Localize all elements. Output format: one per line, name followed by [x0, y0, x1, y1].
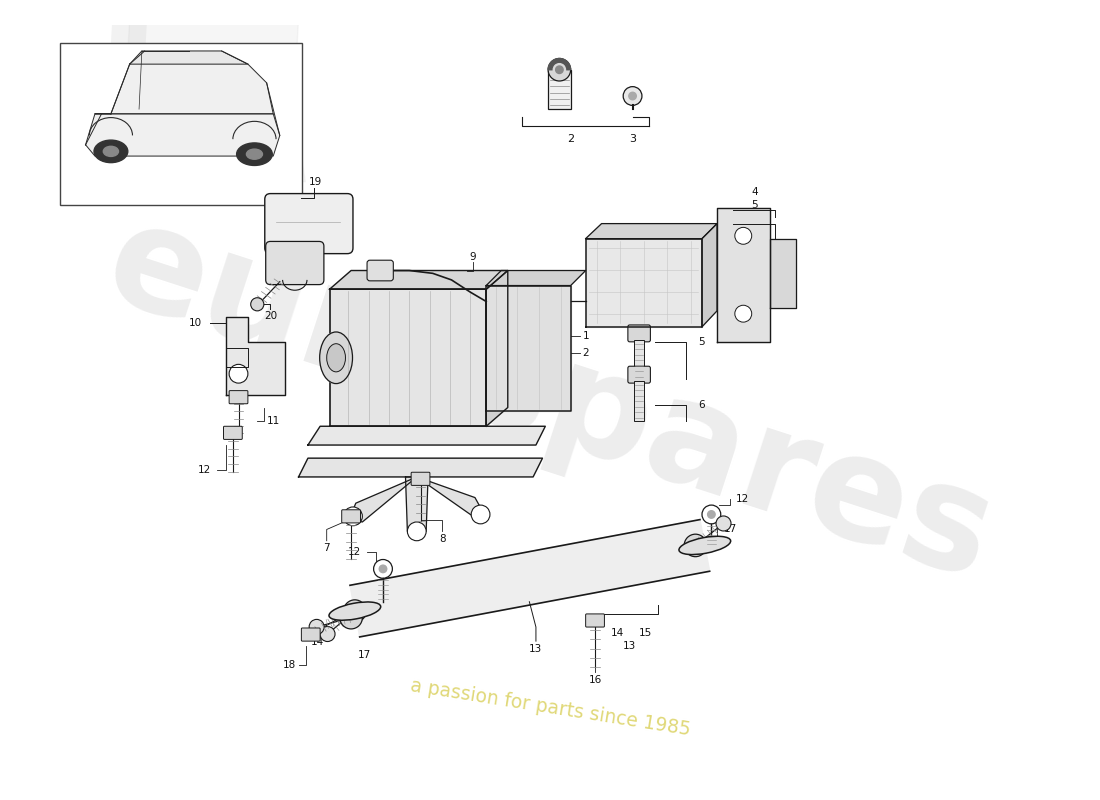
Bar [635, 340, 643, 379]
Circle shape [229, 364, 248, 383]
Polygon shape [486, 286, 571, 411]
Text: 12: 12 [736, 494, 749, 503]
Polygon shape [86, 114, 279, 156]
Ellipse shape [327, 344, 345, 372]
Polygon shape [770, 238, 795, 308]
Polygon shape [702, 224, 717, 327]
Text: 17: 17 [724, 525, 737, 534]
FancyBboxPatch shape [367, 260, 394, 281]
Text: 14: 14 [310, 637, 323, 647]
Text: 14: 14 [610, 628, 624, 638]
Circle shape [340, 606, 362, 629]
Circle shape [251, 298, 264, 311]
FancyBboxPatch shape [229, 390, 248, 404]
Circle shape [624, 86, 642, 106]
Polygon shape [130, 51, 248, 64]
Polygon shape [406, 477, 428, 531]
Polygon shape [349, 477, 417, 522]
Text: 16: 16 [588, 674, 602, 685]
FancyBboxPatch shape [628, 325, 650, 342]
Polygon shape [486, 270, 508, 426]
Text: 17: 17 [358, 650, 371, 660]
Text: a passion for parts since 1985: a passion for parts since 1985 [408, 676, 692, 739]
Text: 5: 5 [751, 200, 758, 210]
Polygon shape [585, 224, 717, 238]
Text: 1: 1 [582, 331, 588, 342]
Circle shape [343, 600, 366, 622]
Text: 10: 10 [189, 318, 202, 328]
Ellipse shape [246, 149, 263, 159]
Ellipse shape [329, 602, 381, 620]
Circle shape [735, 227, 751, 244]
FancyBboxPatch shape [223, 426, 242, 439]
Circle shape [309, 619, 324, 634]
Text: 13: 13 [623, 641, 637, 651]
Text: 9: 9 [470, 252, 476, 262]
Wedge shape [548, 58, 571, 70]
Text: 13: 13 [529, 644, 542, 654]
FancyBboxPatch shape [266, 242, 323, 285]
Text: 8: 8 [439, 534, 446, 544]
Polygon shape [330, 270, 508, 290]
FancyBboxPatch shape [585, 614, 604, 627]
Ellipse shape [320, 332, 352, 383]
Ellipse shape [94, 140, 128, 162]
Ellipse shape [236, 143, 273, 166]
Circle shape [702, 505, 721, 524]
Bar [60, 43, 302, 205]
Text: 18: 18 [283, 659, 296, 670]
Text: 12: 12 [198, 466, 211, 475]
Polygon shape [717, 208, 770, 342]
Circle shape [320, 626, 336, 642]
Circle shape [556, 66, 563, 74]
Polygon shape [350, 520, 710, 637]
Text: 6: 6 [698, 400, 705, 410]
Text: 12: 12 [349, 547, 362, 557]
Circle shape [629, 92, 636, 100]
Text: 3: 3 [629, 134, 636, 144]
Circle shape [471, 505, 490, 524]
FancyBboxPatch shape [411, 472, 430, 486]
Text: 20: 20 [264, 310, 277, 321]
Circle shape [548, 58, 571, 81]
Text: 2: 2 [568, 134, 574, 144]
Circle shape [707, 510, 715, 518]
Text: 4: 4 [751, 186, 758, 197]
FancyBboxPatch shape [628, 366, 650, 383]
Text: 15: 15 [639, 628, 652, 638]
Text: 11: 11 [266, 416, 279, 426]
Circle shape [374, 559, 393, 578]
Text: 7: 7 [323, 543, 330, 554]
Polygon shape [298, 458, 542, 477]
Circle shape [735, 306, 751, 322]
FancyBboxPatch shape [301, 628, 320, 641]
Circle shape [684, 534, 706, 557]
Text: 2: 2 [582, 348, 588, 358]
Circle shape [343, 507, 362, 526]
Polygon shape [227, 318, 285, 395]
Bar [548, 70, 571, 109]
Circle shape [716, 516, 732, 531]
FancyBboxPatch shape [342, 510, 361, 523]
Ellipse shape [679, 536, 730, 554]
Bar [635, 382, 643, 421]
Polygon shape [308, 426, 546, 445]
Polygon shape [95, 64, 273, 114]
Ellipse shape [103, 146, 119, 157]
Polygon shape [486, 270, 585, 286]
Polygon shape [330, 290, 486, 426]
Polygon shape [585, 238, 702, 327]
Polygon shape [417, 477, 484, 516]
FancyBboxPatch shape [265, 194, 353, 254]
Circle shape [379, 565, 387, 573]
Text: eurospares: eurospares [90, 190, 1010, 610]
Text: 19: 19 [309, 178, 322, 187]
Circle shape [407, 522, 426, 541]
Text: 5: 5 [698, 337, 705, 347]
